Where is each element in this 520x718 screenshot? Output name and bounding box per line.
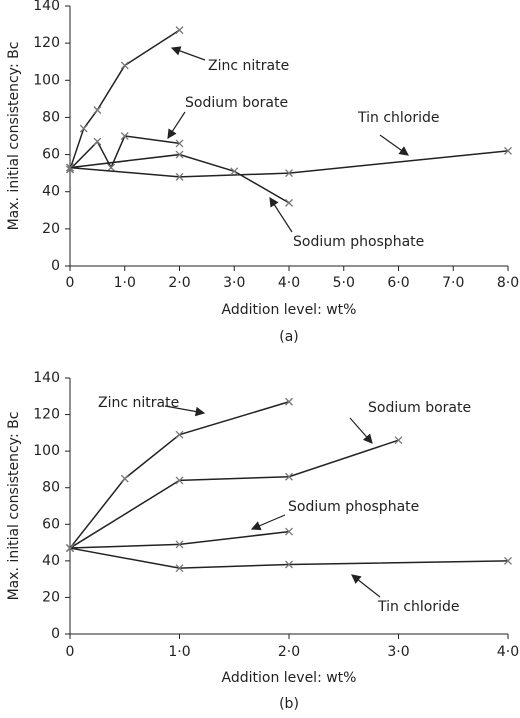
series-line: [69, 547, 509, 569]
x-tick-label: 7·0: [442, 275, 464, 291]
x-tick-label: 3·0: [387, 644, 409, 660]
point-marker: [120, 132, 129, 140]
y-tick-label: 60: [42, 516, 60, 532]
x-tick-label: 0: [66, 275, 75, 291]
x-tick-label: 4·0: [497, 644, 519, 660]
point-marker: [285, 198, 293, 207]
annotation-arrow: [164, 405, 206, 417]
point-marker: [175, 430, 184, 439]
annotation-arrow: [167, 111, 186, 140]
x-axis-label: Addition level: wt%: [222, 670, 357, 686]
series-line: [69, 150, 509, 178]
point-marker: [175, 139, 184, 148]
y-tick-label: 40: [42, 553, 60, 569]
point-marker: [285, 397, 293, 406]
x-tick-label: 6·0: [387, 275, 409, 291]
y-tick-label: 80: [42, 480, 60, 496]
point-marker: [230, 167, 239, 176]
series-label: Sodium phosphate: [288, 499, 419, 515]
point-marker: [93, 106, 102, 114]
y-axis-label: Max. initial consistency: Bc: [6, 412, 22, 601]
x-tick-label: 4·0: [278, 275, 300, 291]
annotation-arrow: [250, 514, 286, 531]
series-line: [69, 530, 290, 549]
x-tick-label: 2·0: [168, 275, 190, 291]
point-marker: [285, 169, 293, 178]
y-axis-label: Max. initial consistency: Bc: [6, 42, 22, 231]
y-tick-label: 120: [33, 407, 60, 423]
point-marker: [175, 150, 184, 159]
y-tick-label: 60: [42, 147, 60, 163]
y-tick-label: 20: [42, 221, 60, 237]
series-label: Zinc nitrate: [208, 58, 289, 74]
annotation-arrow: [379, 134, 409, 156]
y-tick-label: 120: [33, 35, 60, 51]
annotation-arrow: [170, 46, 206, 61]
y-tick-label: 140: [33, 370, 60, 386]
x-tick-label: 5·0: [333, 275, 355, 291]
point-marker: [120, 474, 129, 483]
x-axis-label: Addition level: wt%: [222, 302, 357, 318]
point-marker: [175, 172, 184, 181]
series-line: [69, 439, 399, 549]
annotation-arrow: [269, 196, 293, 233]
series-label: Tin chloride: [357, 110, 440, 126]
x-tick-label: 1·0: [168, 644, 190, 660]
y-tick-label: 100: [33, 443, 60, 459]
annotation-arrow: [349, 417, 373, 444]
y-tick-label: 0: [51, 258, 60, 274]
point-marker: [504, 556, 512, 565]
point-marker: [175, 26, 184, 35]
series-line: [69, 29, 180, 170]
annotation-arrow: [351, 574, 381, 598]
point-marker: [175, 476, 184, 485]
series-line: [69, 153, 290, 204]
y-tick-label: 40: [42, 184, 60, 200]
series-label: Sodium borate: [368, 400, 471, 416]
caption: (a): [279, 329, 299, 345]
y-tick-label: 0: [51, 626, 60, 642]
y-tick-label: 100: [33, 72, 60, 88]
point-marker: [504, 146, 512, 155]
point-marker: [285, 527, 293, 536]
series-line: [69, 135, 180, 170]
series-line: [69, 401, 290, 549]
x-tick-label: 2·0: [278, 644, 300, 660]
point-marker: [175, 540, 184, 549]
series-label: Zinc nitrate: [98, 395, 179, 411]
point-marker: [120, 61, 129, 70]
point-marker: [107, 163, 116, 172]
x-tick-label: 8·0: [497, 275, 519, 291]
series-label: Tin chloride: [377, 599, 460, 615]
series-label: Sodium borate: [185, 95, 288, 111]
x-tick-label: 3·0: [223, 275, 245, 291]
series-label: Sodium phosphate: [293, 234, 424, 250]
point-marker: [394, 436, 403, 445]
point-marker: [285, 472, 293, 481]
point-marker: [175, 564, 184, 573]
y-tick-label: 20: [42, 589, 60, 605]
y-tick-label: 140: [33, 0, 60, 14]
x-tick-label: 0: [66, 644, 75, 660]
y-tick-label: 80: [42, 109, 60, 125]
caption: (b): [279, 696, 299, 712]
point-marker: [93, 137, 102, 146]
point-marker: [79, 124, 88, 133]
point-marker: [285, 560, 293, 569]
x-tick-label: 1·0: [114, 275, 136, 291]
point-marker: [66, 544, 74, 553]
point-marker: [66, 163, 74, 172]
